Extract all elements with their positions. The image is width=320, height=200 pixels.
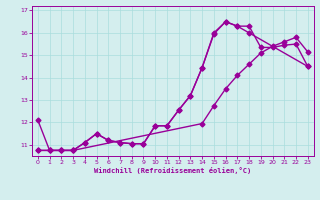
X-axis label: Windchill (Refroidissement éolien,°C): Windchill (Refroidissement éolien,°C) xyxy=(94,167,252,174)
